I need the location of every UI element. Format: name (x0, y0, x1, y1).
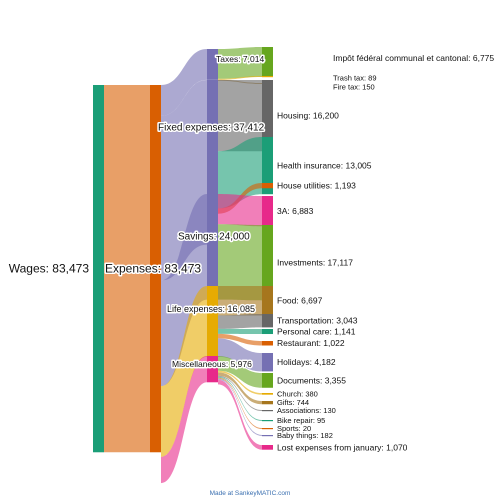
node-gifts (262, 401, 273, 405)
label-expenses: Expenses: 83,473 (105, 262, 201, 276)
label-utilities: House utilities: 1,193 (277, 181, 356, 191)
link-expenses-to-savings (161, 194, 207, 387)
node-taxes (207, 49, 218, 80)
sankey-labels: Wages: 83,473 Expenses: 83,473 Taxes: 7,01… (9, 53, 495, 453)
label-fixed: Fixed expenses: 37,412 (158, 123, 265, 134)
link-savings-to-3a (218, 194, 262, 227)
label-transport: Transportation: 3,043 (277, 316, 358, 326)
label-baby: Baby things: 182 (277, 431, 333, 440)
sankeymatic-credit[interactable]: Made at SankeyMATIC.com (209, 490, 291, 497)
link-expenses-to-life (161, 286, 207, 457)
label-sports: Sports: 20 (277, 424, 311, 433)
label-lost: Lost expenses from january: 1,070 (277, 442, 408, 452)
node-documents (262, 373, 273, 388)
node-food (262, 286, 273, 316)
node-church (262, 393, 273, 395)
link-misc-to-lost (218, 379, 262, 450)
link-expenses-to-misc (161, 356, 207, 484)
node-3a (262, 196, 273, 227)
node-wages (93, 85, 104, 453)
link-life-to-transport (218, 314, 262, 329)
label-investments: Investments: 17,117 (277, 258, 353, 268)
label-taxes: Taxes: 7,014 (216, 54, 264, 64)
link-misc-to-church (218, 370, 262, 395)
label-holidays: Holidays: 4,182 (277, 357, 336, 367)
node-savings (207, 194, 218, 300)
link-misc-to-documents (218, 356, 262, 388)
label-food: Food: 6,697 (277, 296, 323, 306)
node-utilities (262, 183, 273, 189)
link-life-to-restaurant (218, 333, 262, 346)
label-wages: Wages: 83,473 (9, 262, 90, 276)
node-housing (262, 80, 273, 152)
label-misc: Miscellaneous: 5,976 (172, 359, 252, 369)
node-misc (207, 356, 218, 383)
label-gifts: Gifts: 744 (277, 398, 309, 407)
node-associations (262, 410, 273, 412)
node-investments (262, 225, 273, 301)
node-trash (262, 76, 273, 78)
node-transport (262, 314, 273, 328)
link-taxes-to-trash (218, 76, 262, 80)
label-restaurant: Restaurant: 1,022 (277, 338, 345, 348)
node-impot (262, 47, 273, 77)
sankey-nodes (93, 47, 273, 453)
label-health: Health insurance: 13,005 (277, 161, 372, 171)
label-fire: Fire tax: 150 (333, 83, 375, 92)
node-bike (262, 420, 273, 422)
node-baby (262, 435, 273, 437)
node-fixed (207, 80, 218, 245)
node-personal (262, 329, 273, 335)
link-life-to-holidays (218, 338, 262, 372)
node-restaurant (262, 341, 273, 346)
label-personal: Personal care: 1,141 (277, 327, 356, 337)
label-life: Life expenses: 16,085 (167, 304, 255, 314)
node-health (262, 137, 273, 195)
label-church: Church: 380 (277, 389, 318, 398)
label-savings: Savings: 24,000 (178, 232, 250, 243)
sankey-links (104, 47, 262, 484)
label-associations: Associations: 130 (277, 406, 336, 415)
link-misc-to-sports (218, 377, 262, 429)
link-savings-to-investments (218, 224, 262, 301)
label-3a: 3A: 6,883 (277, 206, 314, 216)
link-fixed-to-housing (218, 80, 262, 152)
link-wages-to-expenses (104, 85, 150, 453)
node-sports (262, 428, 273, 430)
label-bike: Bike repair: 95 (277, 416, 325, 425)
link-taxes-to-impot (218, 47, 262, 79)
label-documents: Documents: 3,355 (277, 375, 346, 385)
node-holidays (262, 353, 273, 372)
link-life-to-personal (218, 328, 262, 335)
node-lost (262, 445, 273, 450)
link-misc-to-baby (218, 378, 262, 436)
label-impot: Impôt fédéral communal et cantonal: 6,77… (333, 53, 494, 63)
node-expenses (150, 85, 161, 453)
link-misc-to-bike (218, 376, 262, 421)
link-misc-to-associations (218, 375, 262, 411)
node-life (207, 286, 218, 357)
link-expenses-to-taxes (161, 49, 207, 116)
label-housing: Housing: 16,200 (277, 111, 339, 121)
link-life-to-food (218, 286, 262, 316)
link-misc-to-gifts (218, 372, 262, 405)
label-trash: Trash tax: 89 (333, 74, 377, 83)
